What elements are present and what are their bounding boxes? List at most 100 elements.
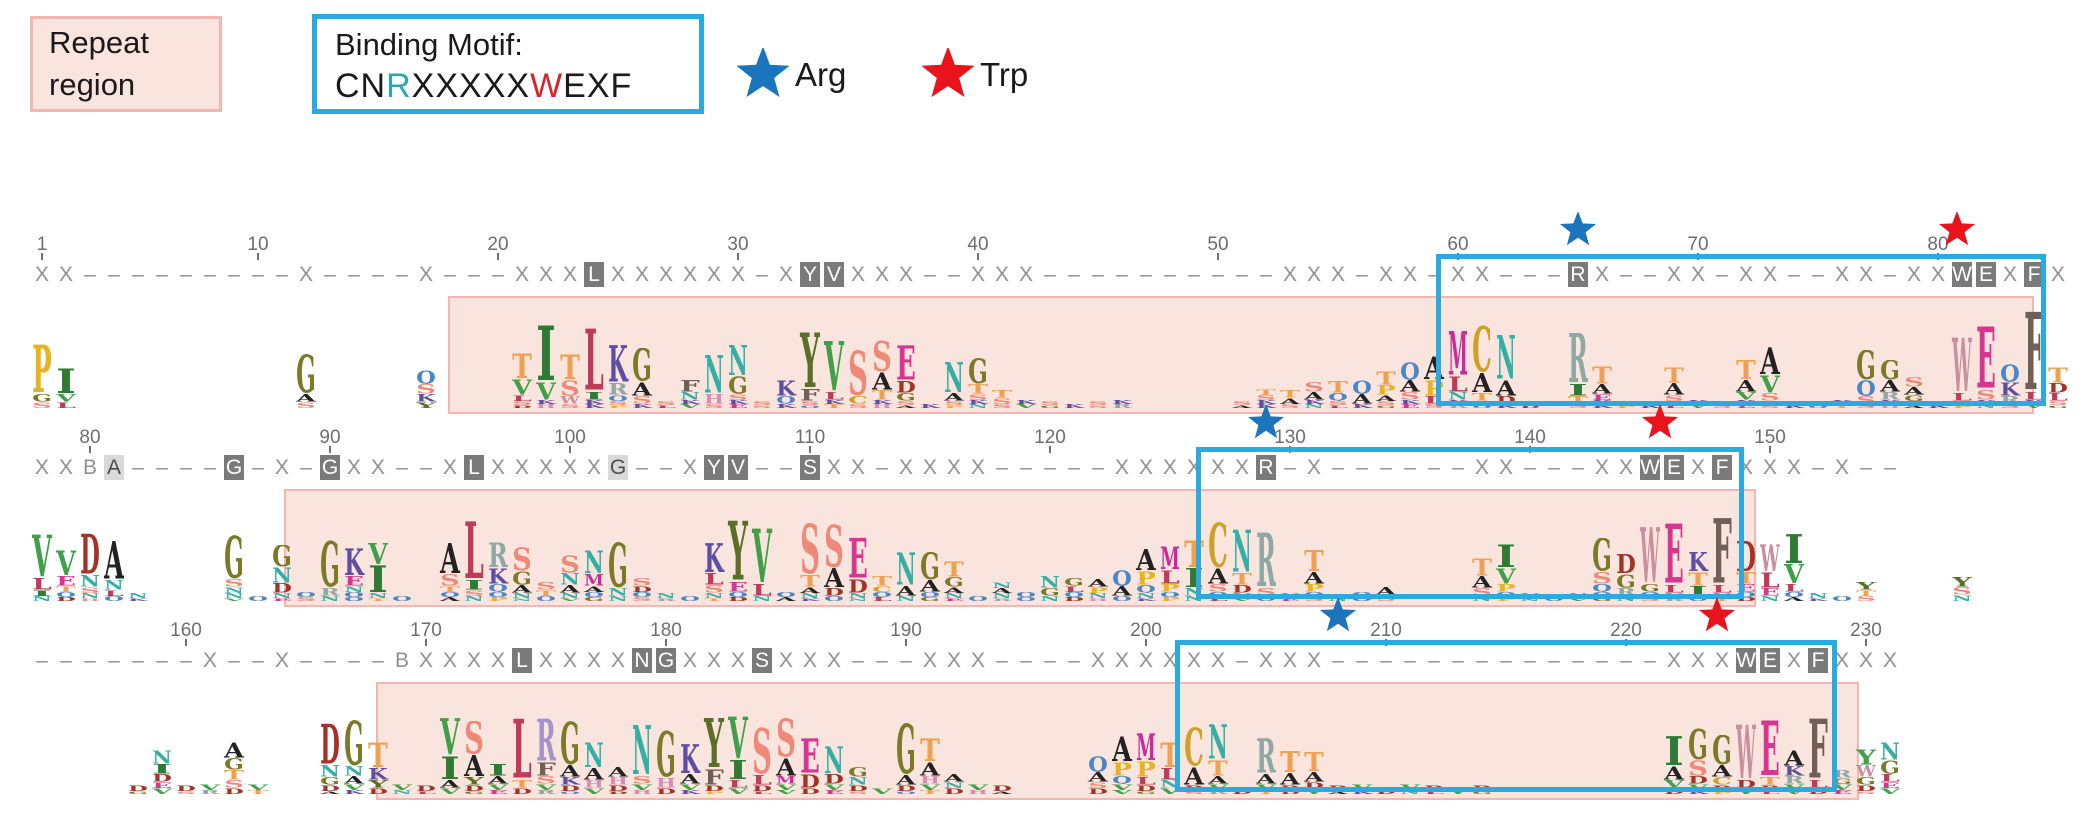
svg-text:S: S <box>560 555 580 573</box>
svg-text:T: T <box>1256 790 1276 794</box>
consensus-gap: – <box>252 456 264 479</box>
svg-text:N: N <box>608 588 628 596</box>
logo-letter-A: A <box>223 742 245 758</box>
svg-text:P: P <box>704 791 724 794</box>
logo-letter-G: G <box>1616 574 1636 588</box>
position-label: 1 <box>36 234 48 255</box>
logo-letter-T: T <box>1280 390 1300 398</box>
logo-letter-S: S <box>656 401 676 405</box>
logo-letter-F: F <box>2024 310 2044 392</box>
consensus-cell-X: X <box>1714 649 1729 672</box>
logo-letter-F: F <box>680 380 701 392</box>
consensus-gap: – <box>132 456 144 479</box>
svg-text:D: D <box>1136 785 1156 791</box>
svg-text:Y: Y <box>728 520 748 582</box>
logo-letter-Q: Q <box>392 596 412 601</box>
logo-letter-T: T <box>368 742 388 768</box>
svg-text:C: C <box>872 586 892 592</box>
logo-letter-F: F <box>704 769 724 785</box>
logo-letter-K: K <box>776 380 797 396</box>
logo-letter-N: N <box>800 593 820 598</box>
svg-text:K: K <box>584 400 605 404</box>
consensus-cell-X: X <box>1666 649 1681 672</box>
logo-letter-G: G <box>320 540 340 588</box>
logo-letter-N: N <box>560 573 580 585</box>
svg-text:S: S <box>1592 572 1612 584</box>
consensus-cell-X: X <box>922 456 937 479</box>
svg-text:N: N <box>1880 742 1900 760</box>
svg-text:R: R <box>1208 790 1228 794</box>
svg-text:G: G <box>896 723 916 775</box>
arg-label: Arg <box>795 56 847 93</box>
consensus-cell-X: X <box>1306 649 1321 672</box>
logo-letter-Q: Q <box>344 597 364 601</box>
logo-letter-G: G <box>1856 777 1876 785</box>
svg-text:S: S <box>1760 393 1780 401</box>
logo-letter-K: K <box>1400 400 1421 404</box>
logo-letter-G: G <box>656 730 676 778</box>
logo-letter-M: M <box>1448 330 1468 376</box>
logo-letter-D: D <box>608 791 628 794</box>
consensus-gap: – <box>1548 456 1560 479</box>
consensus-gap: – <box>924 263 936 286</box>
logo-letter-Q: Q <box>632 592 652 597</box>
svg-text:D: D <box>128 785 148 791</box>
svg-text:L: L <box>32 578 52 590</box>
svg-text:Q: Q <box>1328 393 1348 401</box>
logo-letter-L: L <box>584 328 604 392</box>
repeat-region-highlight <box>447 296 2034 414</box>
svg-text:I: I <box>440 756 460 780</box>
logo-letter-A: A <box>439 542 460 574</box>
consensus-gap: – <box>468 263 480 286</box>
svg-text:I: I <box>1688 586 1708 596</box>
svg-text:A: A <box>775 758 796 776</box>
svg-text:A: A <box>775 597 797 601</box>
svg-text:A: A <box>1207 776 1229 784</box>
logo-letter-S: S <box>1760 393 1780 401</box>
svg-text:A: A <box>991 588 1013 593</box>
logo-letter-G: G <box>32 394 52 402</box>
svg-text:L: L <box>1064 586 1084 592</box>
svg-text:Q: Q <box>248 596 268 601</box>
logo-letter-S: S <box>2048 401 2068 405</box>
consensus-gap: – <box>1044 456 1056 479</box>
logo-letter-N: N <box>608 588 628 596</box>
arg-position-star-shape <box>1319 596 1357 632</box>
svg-text:Q: Q <box>344 592 364 597</box>
logo-letter-T: T <box>1736 360 1756 380</box>
svg-text:D: D <box>992 785 1012 791</box>
logo-letter-Q: Q <box>1592 584 1612 592</box>
svg-text:K: K <box>1784 766 1805 776</box>
svg-text:S: S <box>632 597 652 601</box>
logo-letter-E: E <box>728 404 748 408</box>
consensus-gap: – <box>996 456 1008 479</box>
svg-text:L: L <box>1328 405 1348 408</box>
svg-text:P: P <box>1496 584 1516 592</box>
logo-letter-T: T <box>248 790 268 794</box>
svg-text:A: A <box>823 568 844 588</box>
svg-text:V: V <box>151 788 174 794</box>
logo-letter-S: S <box>296 402 316 408</box>
logo-letter-S: S <box>512 401 532 405</box>
logo-letter-E: E <box>1880 782 1900 788</box>
logo-letter-H: H <box>656 778 676 788</box>
svg-text:A: A <box>1375 395 1398 401</box>
svg-text:N: N <box>896 552 916 586</box>
svg-text:L: L <box>1784 584 1804 592</box>
logo-letter-E: E <box>896 345 916 381</box>
logo-letter-S: S <box>1568 404 1588 408</box>
svg-text:S: S <box>632 578 652 586</box>
logo-letter-K: K <box>608 345 628 383</box>
svg-text:A: A <box>1711 765 1732 777</box>
